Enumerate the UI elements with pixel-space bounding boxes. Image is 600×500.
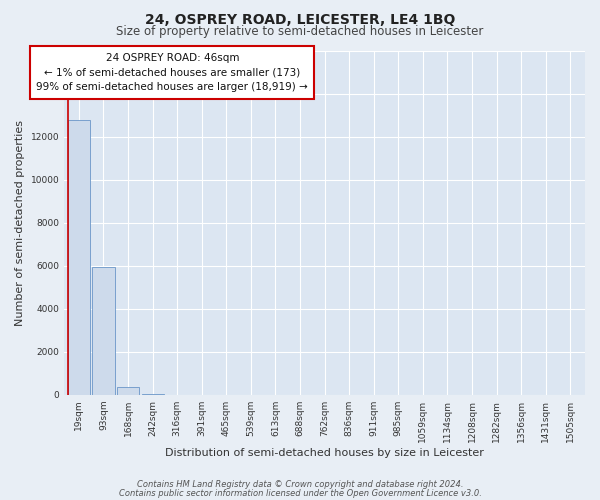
Bar <box>68 120 90 395</box>
Bar <box>92 267 115 395</box>
Y-axis label: Number of semi-detached properties: Number of semi-detached properties <box>15 120 25 326</box>
Text: Size of property relative to semi-detached houses in Leicester: Size of property relative to semi-detach… <box>116 25 484 38</box>
Text: 24, OSPREY ROAD, LEICESTER, LE4 1BQ: 24, OSPREY ROAD, LEICESTER, LE4 1BQ <box>145 12 455 26</box>
Text: Contains HM Land Registry data © Crown copyright and database right 2024.: Contains HM Land Registry data © Crown c… <box>137 480 463 489</box>
Bar <box>117 388 139 395</box>
Text: 24 OSPREY ROAD: 46sqm
← 1% of semi-detached houses are smaller (173)
99% of semi: 24 OSPREY ROAD: 46sqm ← 1% of semi-detac… <box>37 52 308 92</box>
Text: Contains public sector information licensed under the Open Government Licence v3: Contains public sector information licen… <box>119 490 481 498</box>
X-axis label: Distribution of semi-detached houses by size in Leicester: Distribution of semi-detached houses by … <box>165 448 484 458</box>
Bar <box>142 394 164 395</box>
